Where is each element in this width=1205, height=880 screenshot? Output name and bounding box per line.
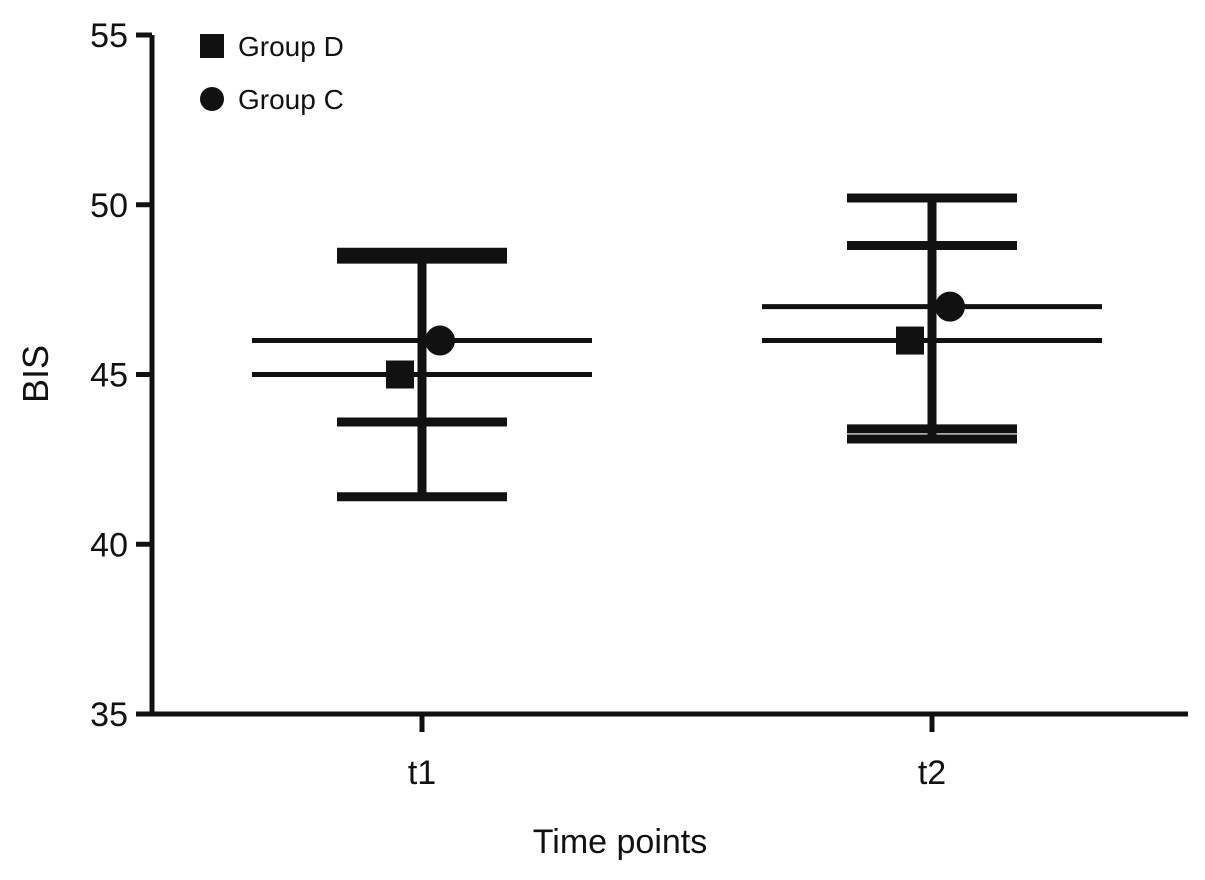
x-ticks-layer: t1 t2 — [408, 714, 946, 792]
error-bars-layer — [337, 193, 1017, 502]
markers-layer — [386, 291, 965, 389]
legend: Group D Group C — [200, 31, 344, 115]
data-point-square — [386, 360, 414, 389]
y-tick-label: 35 — [90, 696, 128, 734]
y-axis-title: BIS — [15, 345, 56, 403]
y-tick-label: 50 — [90, 187, 128, 225]
y-tick-label: 55 — [90, 17, 128, 55]
x-axis-title: Time points — [533, 823, 707, 861]
x-tick-label: t1 — [408, 754, 436, 792]
data-point-circle — [935, 291, 965, 322]
legend-swatch-square — [200, 34, 224, 58]
data-point-square — [896, 326, 924, 355]
y-tick-label: 45 — [90, 357, 128, 395]
x-tick-label: t2 — [918, 754, 946, 792]
y-tick-label: 40 — [90, 526, 128, 564]
y-ticks-layer: 35 40 45 50 55 — [90, 17, 152, 734]
legend-label: Group C — [238, 84, 344, 115]
legend-swatch-circle — [200, 87, 224, 111]
legend-label: Group D — [238, 31, 344, 62]
mean-lines-layer — [252, 304, 1102, 377]
data-point-circle — [425, 325, 455, 356]
